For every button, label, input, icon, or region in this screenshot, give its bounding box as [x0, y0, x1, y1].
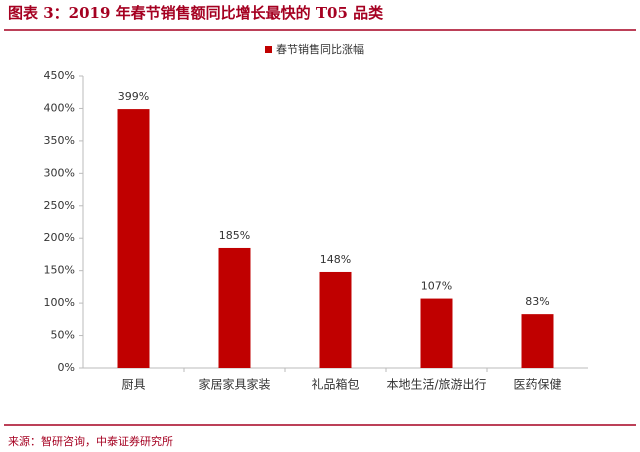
x-tick-label: 厨具 — [121, 378, 145, 392]
chart-title: 图表 3：2019 年春节销售额同比增长最快的 T05 品类 — [8, 4, 384, 22]
x-tick-label: 礼品箱包 — [311, 377, 359, 392]
y-tick-label: 450% — [44, 69, 75, 82]
y-tick-label: 250% — [44, 199, 75, 212]
y-tick-label: 100% — [44, 296, 75, 309]
source-note: 来源：智研咨询，中泰证券研究所 — [8, 434, 173, 448]
bar — [319, 271, 352, 368]
bar — [420, 298, 453, 368]
data-label: 185% — [219, 229, 250, 242]
legend-swatch — [265, 46, 272, 53]
y-tick-label: 200% — [44, 231, 75, 244]
y-tick-label: 150% — [44, 264, 75, 277]
bar — [117, 109, 150, 369]
x-tick-label: 医药保健 — [513, 378, 561, 392]
y-tick-label: 400% — [44, 101, 75, 114]
data-label: 107% — [421, 280, 452, 293]
x-tick-label: 家居家具家装 — [198, 377, 270, 392]
bar — [521, 314, 554, 368]
y-tick-label: 300% — [44, 166, 75, 179]
data-label: 399% — [118, 90, 149, 103]
y-tick-label: 350% — [44, 134, 75, 147]
data-label: 83% — [525, 295, 549, 308]
legend-label: 春节销售同比涨幅 — [276, 42, 364, 56]
x-tick-label: 本地生活/旅游出行 — [386, 378, 486, 392]
y-tick-label: 0% — [58, 361, 75, 374]
y-tick-label: 50% — [51, 329, 75, 342]
bar — [218, 247, 251, 368]
data-label: 148% — [320, 253, 351, 266]
